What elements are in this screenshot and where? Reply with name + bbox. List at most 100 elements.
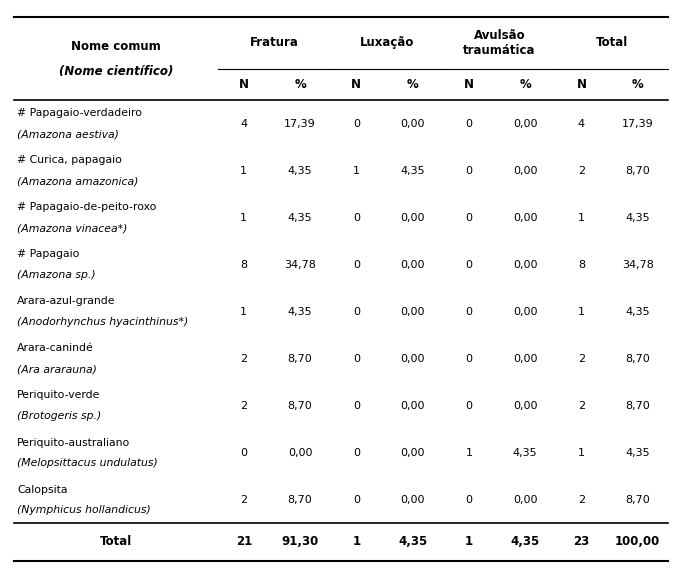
Text: 1: 1 [240, 166, 248, 176]
Text: 0: 0 [465, 166, 473, 176]
Text: 0: 0 [353, 401, 360, 411]
Text: 0,00: 0,00 [288, 448, 312, 458]
Text: 8: 8 [240, 260, 248, 270]
Text: (Nymphicus hollandicus): (Nymphicus hollandicus) [17, 505, 151, 515]
Text: 0,00: 0,00 [400, 213, 425, 223]
Text: Luxação: Luxação [360, 37, 414, 49]
Text: 1: 1 [578, 213, 585, 223]
Text: 1: 1 [353, 166, 360, 176]
Text: 2: 2 [578, 166, 585, 176]
Text: %: % [406, 78, 419, 91]
Text: Nome comum: Nome comum [71, 39, 161, 53]
Text: 8,70: 8,70 [625, 166, 650, 176]
Text: 8,70: 8,70 [625, 401, 650, 411]
Text: (Amazona aestiva): (Amazona aestiva) [17, 129, 119, 139]
Text: 4,35: 4,35 [288, 166, 312, 176]
Text: 0: 0 [353, 495, 360, 505]
Text: (Melopsittacus undulatus): (Melopsittacus undulatus) [17, 458, 158, 468]
Text: 0: 0 [353, 213, 360, 223]
Text: 0: 0 [465, 354, 473, 364]
Text: 0: 0 [465, 401, 473, 411]
Text: 8,70: 8,70 [625, 495, 650, 505]
Text: 0,00: 0,00 [513, 495, 537, 505]
Text: 4,35: 4,35 [511, 535, 539, 549]
Text: 0,00: 0,00 [400, 495, 425, 505]
Text: 2: 2 [578, 495, 585, 505]
Text: (Nome científico): (Nome científico) [59, 65, 173, 78]
Text: N: N [351, 78, 361, 91]
Text: 0: 0 [353, 307, 360, 317]
Text: 2: 2 [578, 401, 585, 411]
Text: 0: 0 [465, 495, 473, 505]
Text: # Curica, papagaio: # Curica, papagaio [17, 156, 122, 165]
Text: # Papagaio: # Papagaio [17, 249, 79, 260]
Text: 0,00: 0,00 [400, 354, 425, 364]
Text: # Papagaio-de-peito-roxo: # Papagaio-de-peito-roxo [17, 202, 156, 212]
Text: 4,35: 4,35 [625, 213, 650, 223]
Text: 34,78: 34,78 [622, 260, 653, 270]
Text: Fratura: Fratura [250, 37, 299, 49]
Text: 0,00: 0,00 [400, 260, 425, 270]
Text: Total: Total [100, 535, 132, 549]
Text: (Brotogeris sp.): (Brotogeris sp.) [17, 411, 102, 421]
Text: %: % [294, 78, 306, 91]
Text: 1: 1 [578, 307, 585, 317]
Text: 4: 4 [240, 119, 248, 129]
Text: 91,30: 91,30 [282, 535, 318, 549]
Text: 0,00: 0,00 [400, 119, 425, 129]
Text: 0,00: 0,00 [400, 448, 425, 458]
Text: 0: 0 [465, 119, 473, 129]
Text: 4,35: 4,35 [288, 213, 312, 223]
Text: 21: 21 [236, 535, 252, 549]
Text: N: N [239, 78, 249, 91]
Text: 8: 8 [578, 260, 585, 270]
Text: 0: 0 [240, 448, 248, 458]
Text: 100,00: 100,00 [615, 535, 660, 549]
Text: 8,70: 8,70 [625, 354, 650, 364]
Text: N: N [464, 78, 474, 91]
Text: Total: Total [596, 37, 628, 49]
Text: 0: 0 [353, 260, 360, 270]
Text: 1: 1 [353, 535, 360, 549]
Text: 2: 2 [240, 401, 248, 411]
Text: 2: 2 [240, 354, 248, 364]
Text: 2: 2 [240, 495, 248, 505]
Text: 0,00: 0,00 [513, 119, 537, 129]
Text: 0: 0 [465, 307, 473, 317]
Text: 17,39: 17,39 [622, 119, 653, 129]
Text: 4,35: 4,35 [398, 535, 427, 549]
Text: 0: 0 [465, 260, 473, 270]
Text: 4,35: 4,35 [625, 307, 650, 317]
Text: 1: 1 [465, 535, 473, 549]
Text: Calopsita: Calopsita [17, 484, 68, 495]
Text: 0: 0 [353, 354, 360, 364]
Text: 1: 1 [240, 307, 248, 317]
Text: 1: 1 [465, 448, 473, 458]
Text: (Amazona amazonica): (Amazona amazonica) [17, 176, 138, 186]
Text: # Papagaio-verdadeiro: # Papagaio-verdadeiro [17, 109, 142, 118]
Text: 0,00: 0,00 [513, 307, 537, 317]
Text: 0,00: 0,00 [513, 213, 537, 223]
Text: 23: 23 [574, 535, 589, 549]
Text: Arara-azul-grande: Arara-azul-grande [17, 296, 115, 307]
Text: 0,00: 0,00 [400, 307, 425, 317]
Text: 0: 0 [353, 119, 360, 129]
Text: 0,00: 0,00 [513, 354, 537, 364]
Text: (Ara ararauna): (Ara ararauna) [17, 364, 97, 374]
Text: (Amazona sp.): (Amazona sp.) [17, 270, 95, 280]
Text: N: N [576, 78, 587, 91]
Text: 17,39: 17,39 [284, 119, 316, 129]
Text: 4,35: 4,35 [400, 166, 425, 176]
Text: 0,00: 0,00 [513, 166, 537, 176]
Text: (Anodorhynchus hyacinthinus*): (Anodorhynchus hyacinthinus*) [17, 317, 188, 327]
Text: 0,00: 0,00 [513, 260, 537, 270]
Text: 34,78: 34,78 [284, 260, 316, 270]
Text: 2: 2 [578, 354, 585, 364]
Text: 0,00: 0,00 [400, 401, 425, 411]
Text: %: % [632, 78, 644, 91]
Text: Arara-canindé: Arara-canindé [17, 344, 94, 353]
Text: 4,35: 4,35 [625, 448, 650, 458]
Text: 0: 0 [465, 213, 473, 223]
Text: (Amazona vinacea*): (Amazona vinacea*) [17, 223, 128, 233]
Text: 0: 0 [353, 448, 360, 458]
